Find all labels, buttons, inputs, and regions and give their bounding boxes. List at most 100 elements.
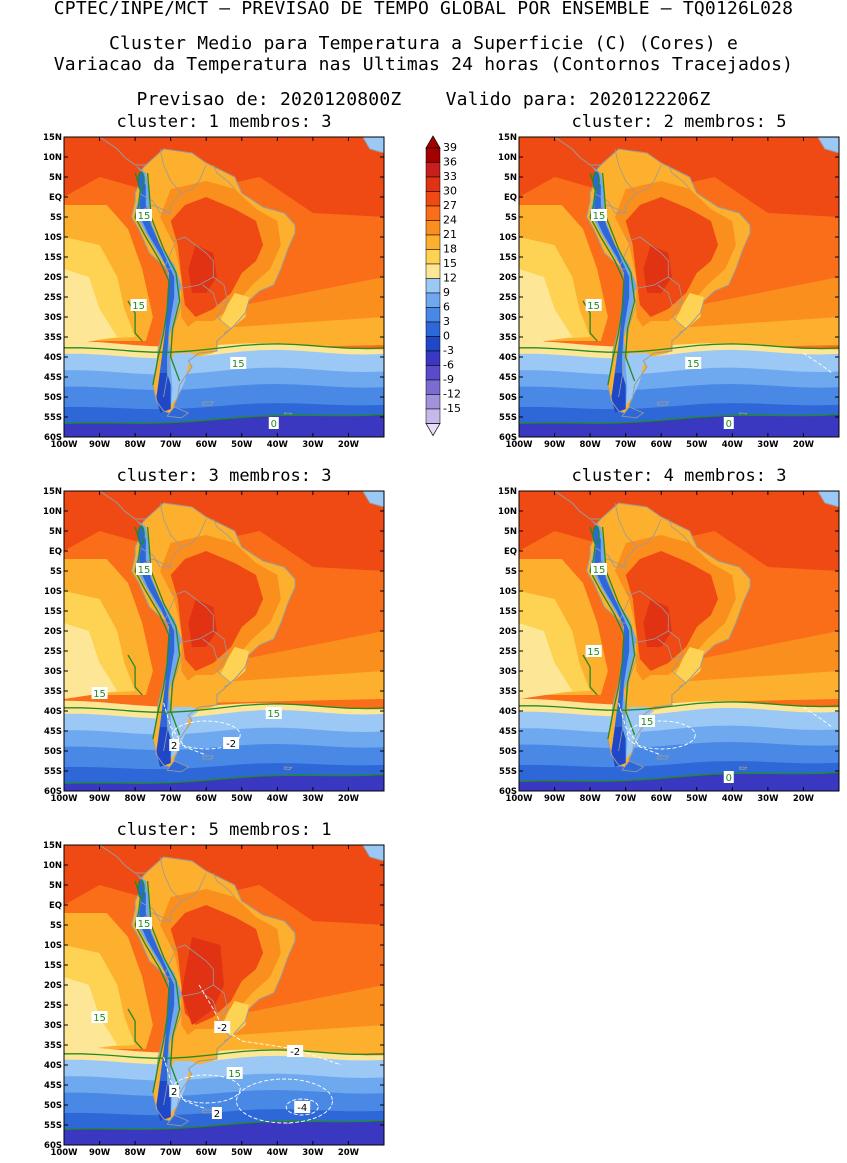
- colorbar-swatch: [425, 292, 441, 308]
- svg-text:-2: -2: [217, 1023, 227, 1034]
- lon-tick-label: 60W: [196, 1148, 218, 1158]
- svg-text:15: 15: [228, 1069, 241, 1080]
- lat-tick-label: 10S: [44, 233, 62, 243]
- lat-tick-label: 50S: [499, 747, 517, 757]
- temperature-contour-label: 0: [268, 417, 279, 430]
- lat-tick-label: EQ: [504, 547, 517, 557]
- lat-tick-label: 15N: [498, 133, 517, 143]
- colorbar-swatch: [425, 408, 441, 424]
- lat-tick-label: 15S: [499, 253, 517, 263]
- lon-tick-label: 70W: [160, 1148, 182, 1158]
- panel-5-title: cluster: 5 membros: 1: [116, 820, 332, 840]
- lat-tick-label: 20S: [44, 981, 62, 991]
- lon-tick-label: 80W: [125, 440, 147, 450]
- colorbar-swatch: [425, 176, 441, 192]
- panel-3-title: cluster: 3 membros: 3: [116, 466, 332, 486]
- lat-tick-label: 5S: [505, 567, 517, 577]
- temperature-contour-label: 15: [136, 917, 152, 930]
- colorbar-swatch: [425, 191, 441, 207]
- lat-tick-label: 45S: [499, 727, 517, 737]
- svg-text:15: 15: [232, 359, 245, 370]
- lon-tick-label: 80W: [125, 1148, 147, 1158]
- colorbar-level-label: 12: [443, 272, 457, 285]
- lat-tick-label: EQ: [49, 547, 62, 557]
- lat-tick-label: 15S: [44, 607, 62, 617]
- lat-tick-label: 15N: [43, 487, 62, 497]
- svg-text:15: 15: [132, 301, 145, 312]
- colorbar-swatch: [425, 162, 441, 178]
- lat-tick-label: 55S: [44, 1121, 62, 1131]
- colorbar-swatch: [425, 379, 441, 395]
- map-panel-5: 15N 10N 5N EQ 5S 10S 15S 20S 25S 30S 35S 40S 45S 50S 5…: [43, 841, 385, 1158]
- lat-tick-label: 55S: [44, 413, 62, 423]
- colorbar-swatch: [425, 205, 441, 221]
- lon-tick-label: 90W: [89, 794, 111, 804]
- lon-tick-label: 90W: [89, 1148, 111, 1158]
- temperature-contour-label: 15: [136, 563, 152, 576]
- colorbar-level-label: 24: [443, 214, 457, 227]
- lon-tick-label: 50W: [231, 1148, 253, 1158]
- colorbar-level-label: -9: [443, 373, 454, 386]
- lat-tick-label: 60S: [44, 787, 62, 797]
- lat-tick-label: 55S: [499, 413, 517, 423]
- temperature-contour-label: 15: [591, 209, 607, 222]
- lat-tick-label: 5N: [504, 173, 517, 183]
- temperature-contour-label: 15: [265, 707, 282, 720]
- lat-tick-label: 60S: [499, 433, 517, 443]
- temperature-contour-label: 15: [91, 1011, 108, 1024]
- lon-tick-label: 60W: [651, 794, 673, 804]
- map-panel-4: 15N 10N 5N EQ 5S 10S 15S 20S 25S 30S 35S 40S 45S 50S 5…: [498, 487, 840, 804]
- svg-text:0: 0: [726, 419, 732, 430]
- lon-tick-label: 50W: [686, 440, 708, 450]
- map-panel-1: 15N 10N 5N EQ 5S 10S 15S 20S 25S 30S 35S 40S 45S 50S 5…: [43, 133, 385, 450]
- lon-tick-label: 70W: [615, 440, 637, 450]
- lat-tick-label: 35S: [44, 687, 62, 697]
- svg-text:15: 15: [267, 709, 280, 720]
- panel-2-title: cluster: 2 membros: 5: [571, 112, 787, 132]
- lat-tick-label: 45S: [44, 373, 62, 383]
- lat-tick-label: 25S: [499, 647, 517, 657]
- lat-tick-label: 15S: [499, 607, 517, 617]
- lon-tick-label: 100W: [50, 1148, 78, 1158]
- lon-tick-label: 40W: [267, 794, 289, 804]
- colorbar-swatch: [425, 321, 441, 337]
- colorbar-swatch: [425, 147, 441, 163]
- lon-tick-label: 60W: [196, 440, 218, 450]
- map-panel-2: 15N 10N 5N EQ 5S 10S 15S 20S 25S 30S 35S 40S 45S 50S 5…: [498, 133, 840, 450]
- temperature-contour-label: 0: [723, 771, 734, 784]
- lat-tick-label: 35S: [44, 1041, 62, 1051]
- lat-tick-label: 50S: [44, 747, 62, 757]
- colorbar-level-label: -6: [443, 359, 454, 372]
- colorbar-swatch: [425, 263, 441, 279]
- temperature-contour-label: 15: [226, 1067, 243, 1080]
- lat-tick-label: 15N: [43, 133, 62, 143]
- lon-tick-label: 90W: [544, 440, 566, 450]
- lat-tick-label: 45S: [44, 727, 62, 737]
- svg-text:15: 15: [587, 647, 600, 658]
- temperature-contour-label: 15: [136, 209, 152, 222]
- colorbar-level-label: 6: [443, 301, 450, 314]
- variation-contour-label: -2: [287, 1045, 304, 1058]
- lat-tick-label: EQ: [49, 901, 62, 911]
- svg-text:15: 15: [641, 717, 654, 728]
- lat-tick-label: 5S: [505, 213, 517, 223]
- lat-tick-label: 40S: [44, 707, 62, 717]
- svg-text:15: 15: [138, 919, 151, 930]
- svg-text:15: 15: [93, 1013, 106, 1024]
- lat-tick-label: 15S: [44, 253, 62, 263]
- temperature-contour-label: 15: [230, 357, 247, 370]
- lat-tick-label: 15N: [43, 841, 62, 851]
- figure-subtitle-2: Variacao da Temperatura nas Ultimas 24 h…: [53, 54, 794, 75]
- svg-text:2: 2: [171, 1087, 177, 1098]
- lon-tick-label: 80W: [580, 440, 602, 450]
- lat-tick-label: 50S: [44, 1101, 62, 1111]
- lat-tick-label: 55S: [499, 767, 517, 777]
- panel-1-title: cluster: 1 membros: 3: [116, 112, 332, 132]
- lon-tick-label: 20W: [338, 440, 360, 450]
- colorbar-level-label: 0: [443, 330, 450, 343]
- lon-tick-label: 30W: [757, 440, 779, 450]
- temperature-contour-label: 15: [585, 645, 602, 658]
- lat-tick-label: 5N: [49, 881, 62, 891]
- lon-tick-label: 60W: [651, 440, 673, 450]
- lon-tick-label: 20W: [338, 794, 360, 804]
